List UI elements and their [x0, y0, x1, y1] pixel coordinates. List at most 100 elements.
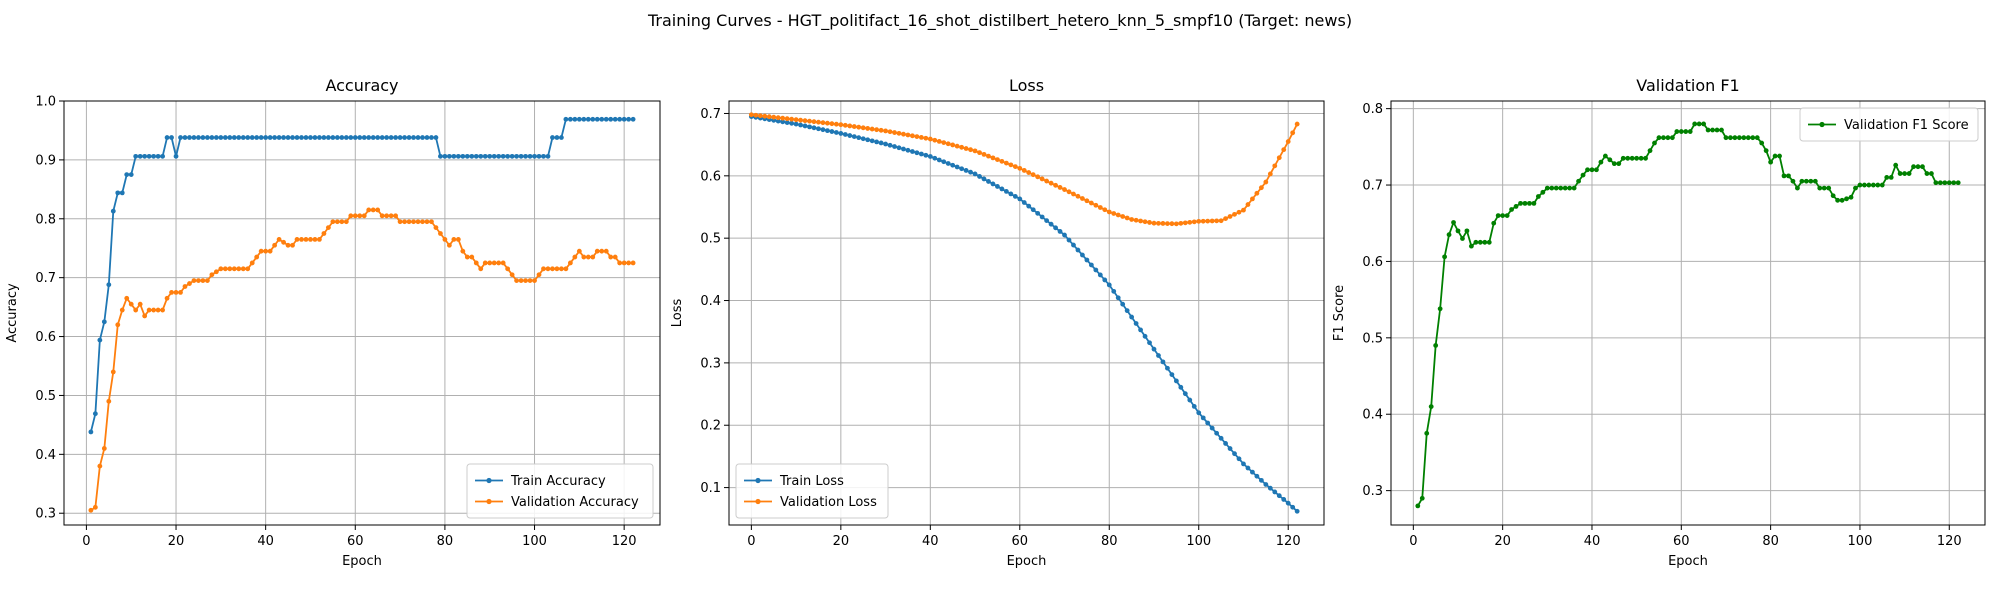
data-point	[581, 254, 587, 260]
data-point	[1267, 485, 1273, 491]
data-point	[308, 236, 313, 242]
x-tick-label: 60	[1012, 534, 1029, 549]
legend: Train Loss Validation Loss	[735, 463, 889, 519]
legend-label: Train Accuracy	[510, 474, 606, 489]
data-point	[411, 219, 416, 225]
data-point	[348, 135, 354, 140]
data-point	[1598, 159, 1604, 165]
y-tick-label: 0.1	[700, 481, 721, 496]
data-point	[1250, 469, 1255, 475]
data-point	[816, 119, 821, 125]
y-tick-label: 0.8	[35, 212, 56, 227]
data-point	[1808, 178, 1814, 184]
data-point	[164, 295, 170, 301]
data-point	[869, 138, 875, 144]
data-point	[1424, 430, 1430, 436]
y-tick-label: 0.6	[35, 330, 56, 345]
data-point	[599, 116, 605, 122]
data-point	[420, 219, 425, 225]
data-point	[429, 219, 434, 225]
data-point	[1182, 220, 1188, 226]
data-point	[847, 123, 853, 129]
data-point	[142, 153, 148, 159]
data-point	[1741, 135, 1747, 141]
y-tick-label: 0.7	[700, 107, 721, 122]
data-point	[523, 153, 528, 159]
data-point	[236, 266, 242, 272]
data-point	[999, 158, 1005, 164]
data-point	[1464, 228, 1470, 234]
data-point	[191, 135, 197, 140]
data-point	[918, 151, 924, 157]
data-point	[1075, 247, 1081, 253]
figure-title: Training Curves - HGT_politifact_16_shot…	[647, 11, 1352, 31]
data-point	[1437, 306, 1443, 312]
data-point	[1486, 239, 1492, 245]
data-point	[272, 135, 278, 140]
data-point	[927, 136, 933, 142]
data-point	[1258, 185, 1264, 191]
legend-marker	[486, 477, 492, 484]
data-point	[1294, 508, 1300, 514]
data-point	[160, 307, 165, 313]
data-point	[941, 140, 947, 145]
data-point	[559, 135, 564, 140]
data-point	[1075, 193, 1081, 199]
data-point	[932, 155, 938, 161]
data-point	[896, 145, 902, 151]
data-point	[1602, 153, 1608, 159]
data-point	[927, 154, 933, 159]
data-point	[106, 282, 112, 288]
data-point	[1549, 185, 1555, 191]
x-tick-label: 40	[922, 534, 939, 549]
data-point	[1763, 148, 1769, 154]
data-point	[379, 135, 385, 140]
legend-marker	[1819, 121, 1825, 128]
data-point	[1196, 410, 1202, 416]
data-point	[290, 242, 295, 248]
series-line-1	[90, 118, 634, 433]
data-point	[1182, 391, 1188, 397]
data-point	[972, 171, 978, 177]
data-point	[869, 126, 875, 132]
data-point	[182, 135, 188, 140]
data-point	[1875, 182, 1881, 188]
data-point	[1084, 257, 1090, 263]
data-point	[1003, 189, 1009, 194]
data-point	[240, 266, 246, 272]
data-point	[1272, 489, 1278, 495]
data-point	[375, 207, 381, 213]
data-point	[1200, 415, 1206, 421]
data-point	[370, 207, 376, 213]
data-point	[1509, 207, 1514, 212]
data-point	[1522, 200, 1528, 206]
data-point	[137, 301, 143, 307]
data-point	[1267, 171, 1273, 177]
data-point	[959, 166, 965, 172]
data-point	[178, 135, 183, 140]
data-point	[1272, 163, 1278, 169]
data-point	[1120, 214, 1126, 219]
data-point	[97, 337, 103, 343]
data-point	[1643, 155, 1648, 161]
data-point	[1473, 239, 1479, 245]
plot-frame	[63, 100, 661, 526]
data-point	[178, 289, 183, 295]
data-point	[429, 135, 434, 140]
data-point	[334, 219, 340, 225]
data-point	[254, 135, 260, 140]
data-point	[923, 135, 929, 141]
data-point	[464, 254, 470, 260]
data-point	[1187, 219, 1193, 225]
data-point	[258, 248, 264, 254]
data-point	[968, 169, 973, 175]
data-point	[798, 117, 803, 123]
data-point	[325, 225, 331, 231]
data-point	[1003, 160, 1009, 166]
data-point	[1468, 243, 1474, 249]
data-point	[981, 151, 987, 157]
data-point	[1460, 236, 1465, 241]
data-point	[807, 118, 812, 124]
data-point	[388, 135, 394, 140]
data-point	[1227, 214, 1233, 219]
